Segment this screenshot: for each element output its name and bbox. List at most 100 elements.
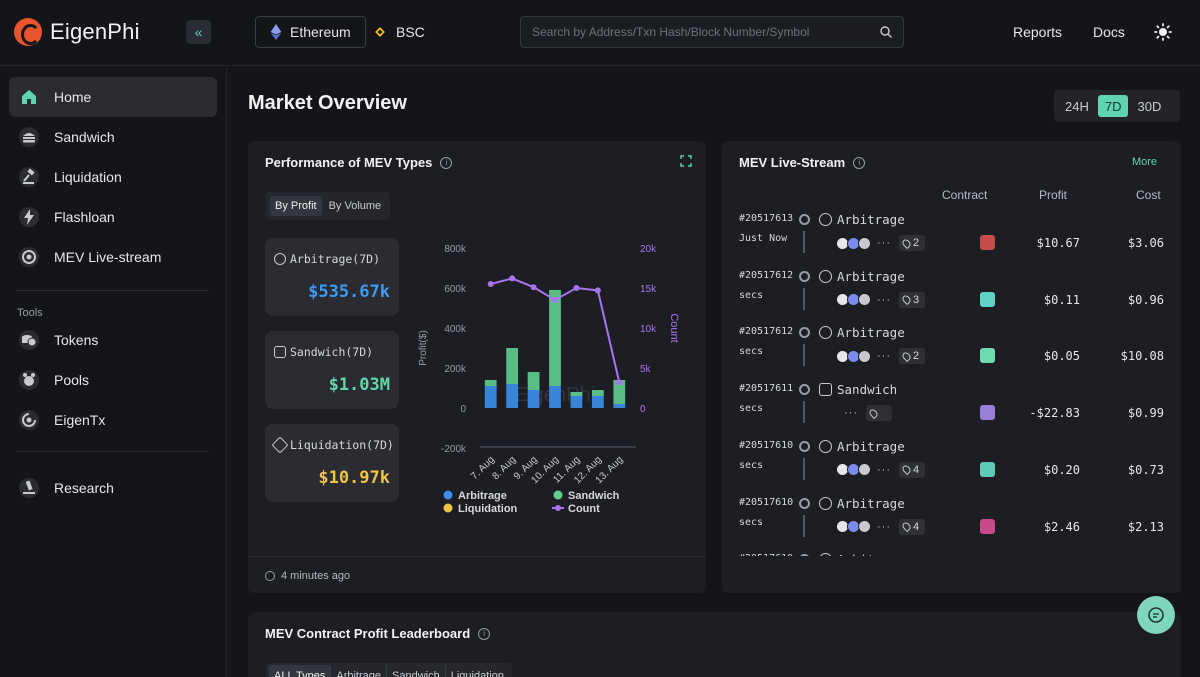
profit-volume-toggle: By Profit By Volume [266,192,391,220]
contract-avatar-icon[interactable] [980,348,995,364]
live-stream-row[interactable]: #20517610 secs Arbitrage ··· 4 $0.20 $0.73 [722,439,1181,497]
sidebar-item-home[interactable]: Home [9,77,217,117]
chain-bsc-button[interactable]: BSC [358,16,439,48]
pool-count-badge: 4 [899,518,925,535]
by-volume-button[interactable]: By Volume [328,200,382,212]
nav-docs-link[interactable]: Docs [1093,24,1125,40]
stat-liquidation-label-row: Liquidation(7D) [271,436,394,454]
range-24h-button[interactable]: 24H [1065,98,1089,114]
timeline-dot [799,270,810,282]
column-cost: Cost [1136,188,1161,202]
token-path[interactable]: ··· 4 [836,461,925,478]
live-stream-row[interactable]: #20517610 secs Arbitrage ··· 4 $2.46 $2.13 [722,496,1181,554]
live-stream-row[interactable]: #20517612 secs Arbitrage ··· 3 $0.11 $0.96 [722,269,1181,327]
point-count [573,285,580,291]
contract-avatar-icon[interactable] [980,291,995,307]
sidebar: Home Sandwich Liquidation Flashloan MEV … [0,67,227,677]
bar-sandwich [527,372,540,390]
mev-type-text: Arbitrage [837,325,905,341]
chat-support-button[interactable] [1137,596,1175,634]
block-number[interactable]: #20517611 [739,383,794,395]
sidebar-item-flashloan[interactable]: Flashloan [9,197,217,237]
leaderboard-tabs: ALL Types Arbitrage Sandwich Liquidation [266,663,512,677]
list-fade [722,556,1181,593]
stat-liquidation[interactable]: Liquidation(7D) $10.97k [265,424,399,502]
point-count [509,275,516,282]
gavel-icon [271,436,289,454]
gavel-icon [19,167,39,187]
contract-avatar-icon[interactable] [980,235,995,250]
mev-type: Arbitrage [819,212,905,227]
pool-count: 3 [913,293,920,306]
nav-reports-link[interactable]: Reports [1013,24,1063,40]
y2-tick-label: 5k [640,364,652,375]
sidebar-item-mev-live-stream[interactable]: MEV Live-stream [9,237,217,277]
info-icon[interactable]: i [440,156,453,169]
token-path[interactable]: ··· 2 [836,348,925,365]
performance-title-text: Performance of MEV Types [265,155,433,170]
brand-logo[interactable]: EigenPhi [14,18,140,46]
by-profit-button[interactable]: By Profit [270,196,322,216]
legend-count-label: Count [568,503,600,515]
info-icon[interactable]: i [478,627,491,640]
point-count [616,379,623,386]
token-path[interactable]: ··· 3 [836,291,925,308]
contract-avatar-icon[interactable] [980,518,995,534]
leaderboard-card: MEV Contract Profit Leaderboard i ALL Ty… [248,612,1181,677]
tokens-icon [19,330,39,350]
token-path[interactable]: ··· 4 [836,518,925,535]
timeline-line [803,401,805,424]
info-icon[interactable]: i [853,156,866,169]
live-stream-card: MEV Live-Stream i More Contract Profit C… [722,141,1181,593]
sidebar-item-eigentx[interactable]: EigenTx [9,400,217,440]
sidebar-item-label: Pools [54,372,90,388]
token-path[interactable]: ··· 2 [836,235,925,251]
block-number[interactable]: #20517610 [739,439,794,451]
stat-sandwich[interactable]: Sandwich(7D) $1.03M [265,331,399,409]
expand-icon[interactable] [680,155,692,167]
stat-arbitrage[interactable]: Arbitrage(7D) $535.67k [265,238,399,316]
range-7d-button[interactable]: 7D [1097,95,1129,117]
stat-label: Liquidation(7D) [290,438,394,452]
block-number[interactable]: #20517612 [739,326,794,338]
pool-count-badge: 3 [899,291,925,308]
lightning-icon [19,207,39,227]
timeline-dot [799,214,810,225]
live-stream-row[interactable]: #20517611 secs Sandwich ··· -$22.83 $0.99 [722,382,1181,440]
sidebar-item-tokens[interactable]: Tokens [9,320,217,360]
sidebar-item-research[interactable]: Research [9,468,217,508]
live-stream-row[interactable]: #20517613 Just Now Arbitrage ··· 2 $10.67 $3.0… [722,212,1181,270]
sidebar-item-pools[interactable]: Pools [9,360,217,400]
block-number[interactable]: #20517610 [739,496,794,508]
tab-all-types[interactable]: ALL Types [269,665,332,677]
block-number[interactable]: #20517613 [739,213,794,224]
tab-arbitrage[interactable]: Arbitrage [331,665,388,677]
mev-type: Arbitrage [819,325,905,340]
stat-value: $10.97k [318,468,390,488]
sidebar-item-sandwich[interactable]: Sandwich [9,117,217,157]
bar-sandwich [484,380,497,386]
y-tick-label: 200k [444,364,467,375]
live-stream-row[interactable]: #20517612 secs Arbitrage ··· 2 $0.05 $10.08 [722,325,1181,383]
research-icon [19,478,39,498]
sun-icon[interactable] [1154,23,1172,41]
block-number[interactable]: #20517612 [739,269,794,281]
sidebar-tools-heading: Tools [17,307,43,319]
chain-ethereum-button[interactable]: Ethereum [255,16,366,48]
tab-sandwich[interactable]: Sandwich [387,665,446,677]
more-link[interactable]: More [1131,156,1157,168]
mev-type: Arbitrage [819,269,905,284]
arbitrage-icon [819,496,832,510]
y2-axis-title: Count [668,313,680,342]
search-icon[interactable] [879,25,893,39]
collapse-sidebar-button[interactable]: « [186,20,211,44]
stat-label: Sandwich(7D) [290,345,374,359]
search-input[interactable] [521,17,861,47]
token-path[interactable]: ··· [836,405,892,422]
contract-avatar-icon[interactable] [980,461,995,477]
contract-avatar-icon[interactable] [980,405,995,421]
range-30d-button[interactable]: 30D [1137,98,1162,114]
sidebar-item-liquidation[interactable]: Liquidation [9,157,217,197]
timeline-line [803,287,805,310]
tab-liquidation[interactable]: Liquidation [450,670,504,677]
